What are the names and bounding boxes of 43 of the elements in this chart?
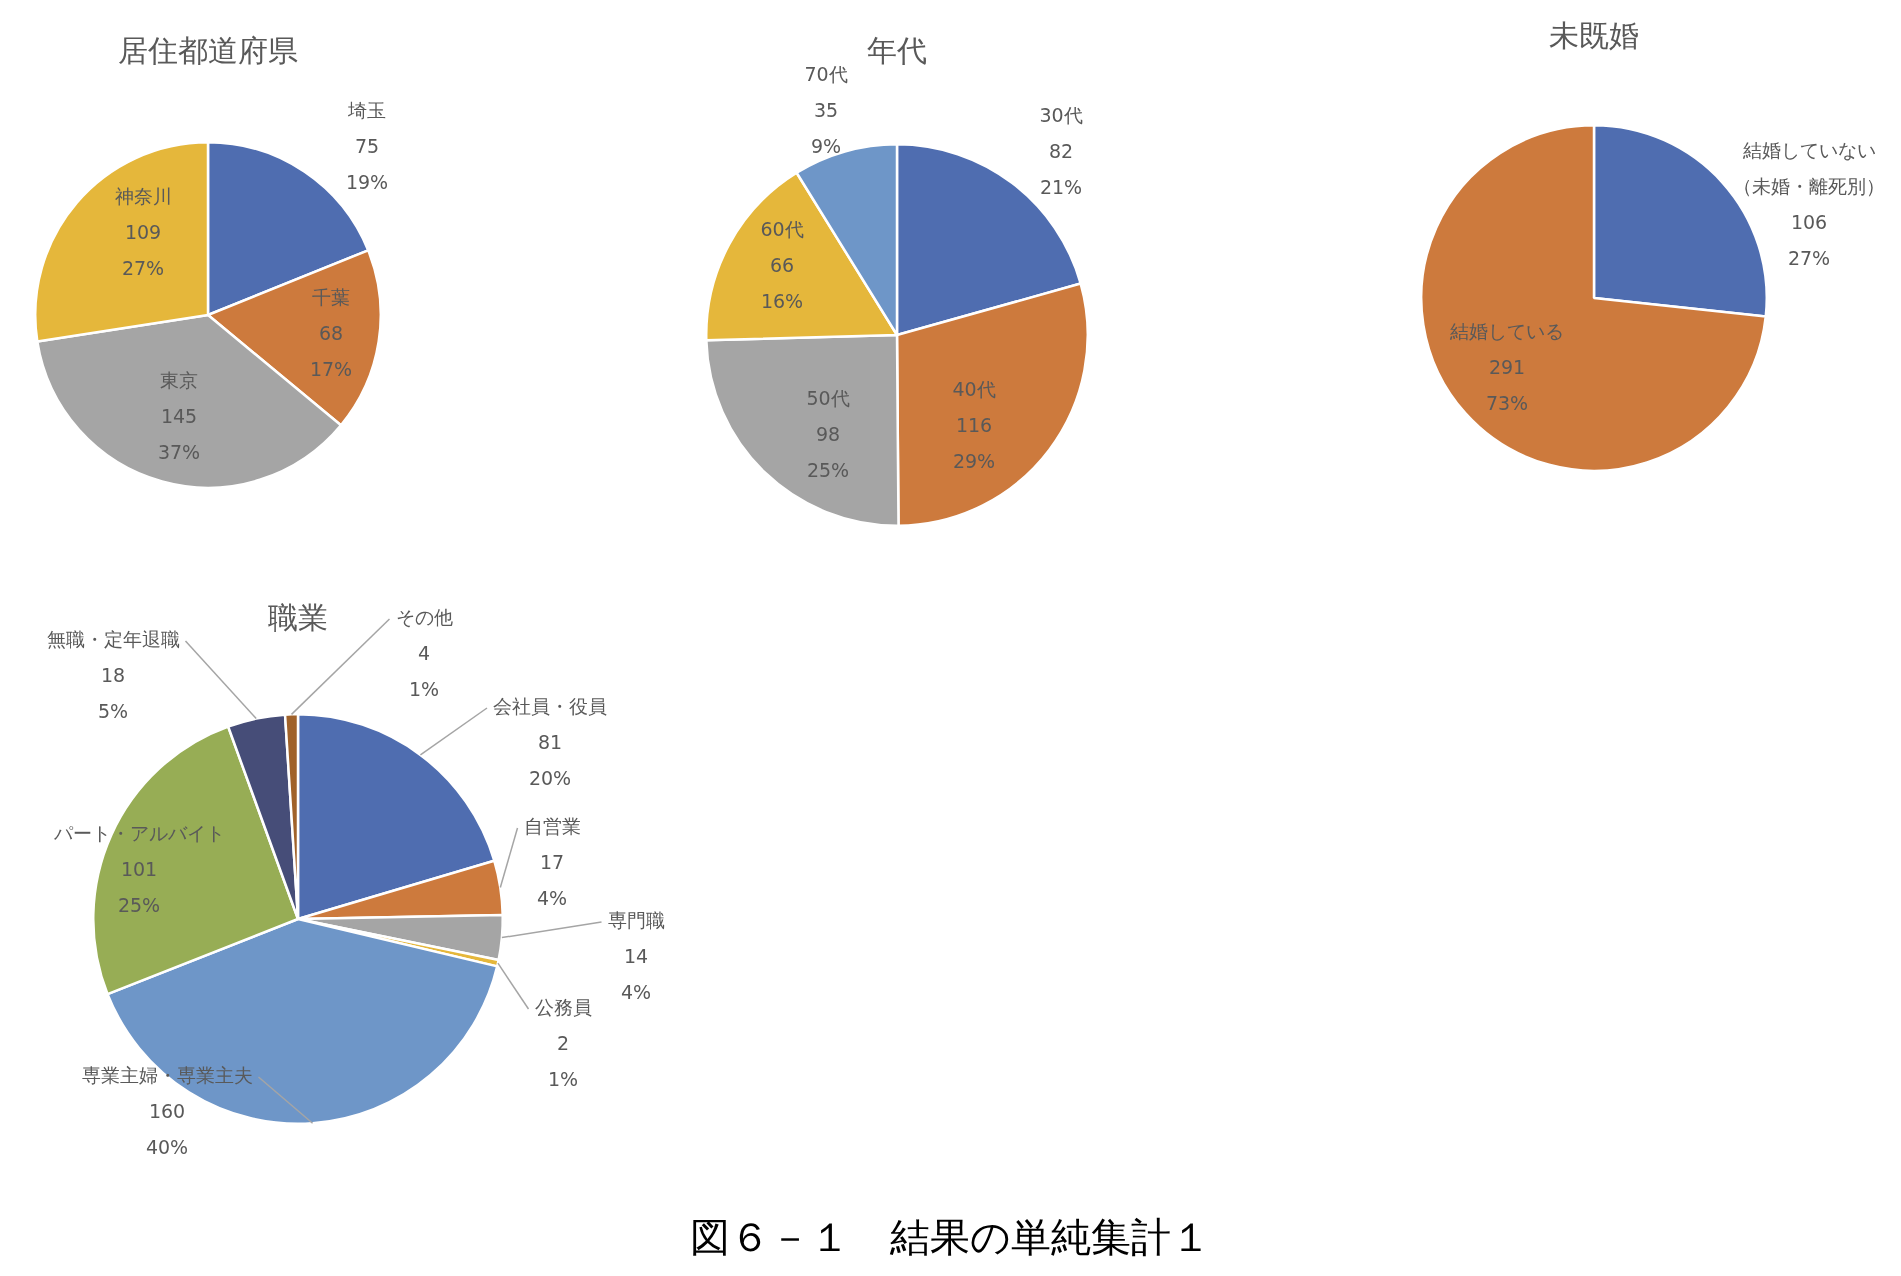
data-label: 4 1% [408,641,440,700]
slice-label: 埼玉 [347,98,386,121]
data-label: 81 20% [528,730,572,789]
data-label: 18 5% [97,663,129,722]
slice-label: 公務員 [534,995,592,1018]
data-label: 17 4% [536,850,568,909]
slice-label: 50代 [806,386,850,409]
chart-title: 年代 [867,33,927,68]
data-label: 75 19% [345,134,389,193]
slice-label: 結婚している [1449,319,1564,342]
slice-label: 自営業 [523,814,581,837]
slice-label: 会社員・役員 [493,694,607,717]
slice-label: 専業主婦・専業主夫 [81,1063,253,1086]
data-label: 106 27% [1787,210,1831,269]
slice-label: 専門職 [607,908,665,931]
slice-label: 神奈川 [114,184,172,207]
data-label: 109 27% [121,220,165,279]
slice-label: 60代 [760,217,804,240]
data-label: 160 40% [145,1099,189,1158]
slice-label: 40代 [952,377,996,400]
data-label: 145 37% [157,404,201,463]
data-label: 2 1% [547,1031,579,1090]
data-label: 98 25% [806,422,850,481]
chart-title: 居住都道府県 [117,32,299,70]
data-label: 68 17% [309,321,353,380]
data-label: 82 21% [1039,139,1083,198]
chart-title: 未既婚 [1548,17,1640,55]
slice-label: 東京 [160,368,198,391]
data-label: 35 9% [810,98,842,157]
slice-label: 無職・定年退職 [46,627,180,650]
chart-title: 職業 [268,600,328,635]
data-label: 291 73% [1485,355,1529,414]
slice-label: 結婚していない（未婚・離死別） [1733,138,1885,197]
data-label: 66 16% [760,253,804,312]
slice-label: 千葉 [312,285,350,308]
slice-label: 70代 [804,62,848,85]
slice-label: 30代 [1039,103,1083,126]
data-label: 101 25% [117,857,161,916]
slice-label: その他 [395,605,453,628]
slice-label: パート・アルバイト [52,821,225,844]
caption: 図６－１ 結果の単純集計１ [689,1213,1212,1262]
data-label: 14 4% [620,944,652,1003]
data-label: 116 29% [952,413,996,472]
